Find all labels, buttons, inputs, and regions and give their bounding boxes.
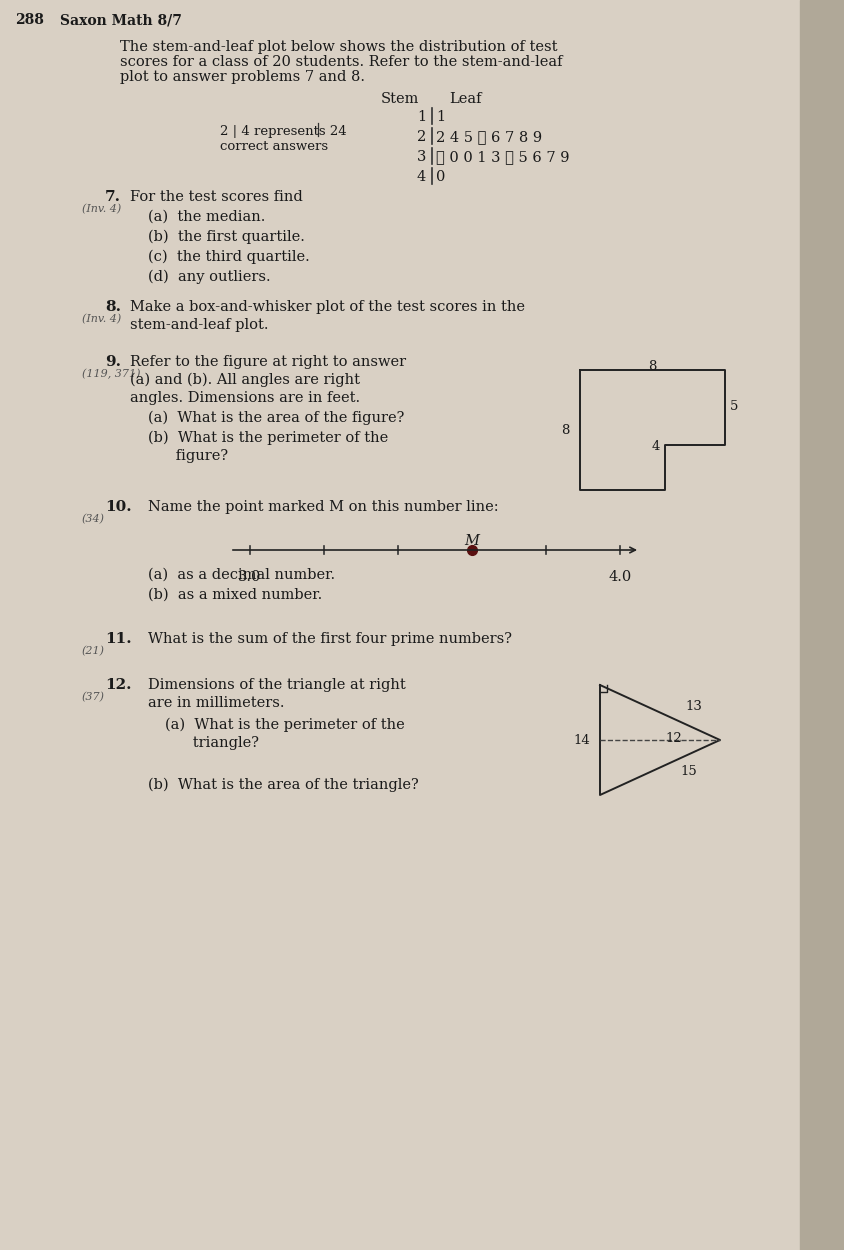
Text: (a)  as a decimal number.: (a) as a decimal number. [148,568,335,582]
Text: For the test scores find: For the test scores find [130,190,302,204]
Text: 288: 288 [15,12,44,28]
Bar [799,0,844,1250]
Text: 4: 4 [651,440,659,452]
Text: 12.: 12. [105,678,132,692]
Text: correct answers: correct answers [219,140,327,152]
Text: 7.: 7. [105,190,121,204]
Text: 3.0: 3.0 [238,570,262,584]
Text: (a)  What is the area of the figure?: (a) What is the area of the figure? [148,411,404,425]
Text: 8.: 8. [105,300,121,314]
Text: (Inv. 4): (Inv. 4) [82,314,121,324]
Text: (b)  What is the perimeter of the: (b) What is the perimeter of the [148,431,387,445]
Text: (34): (34) [82,514,105,524]
Text: M: M [464,534,479,548]
Text: Leaf: Leaf [448,92,481,106]
Text: 4: 4 [416,170,425,184]
Text: (a) and (b). All angles are right: (a) and (b). All angles are right [130,372,360,388]
Text: 2: 2 [416,130,425,144]
Text: (a)  the median.: (a) the median. [148,210,265,224]
Text: 8: 8 [647,360,656,372]
Text: 3: 3 [416,150,425,164]
Text: 11.: 11. [105,632,132,646]
Text: 9.: 9. [105,355,121,369]
Text: (119, 371): (119, 371) [82,369,140,379]
Text: (b)  What is the area of the triangle?: (b) What is the area of the triangle? [148,778,419,792]
Text: figure?: figure? [148,449,228,462]
Text: 14: 14 [572,734,589,746]
Text: Name the point marked M on this number line:: Name the point marked M on this number l… [148,500,498,514]
Text: 15: 15 [679,765,696,778]
Text: 0: 0 [436,170,445,184]
Text: (a)  What is the perimeter of the: (a) What is the perimeter of the [165,718,404,732]
Text: plot to answer problems 7 and 8.: plot to answer problems 7 and 8. [120,70,365,84]
Text: 10.: 10. [105,500,132,514]
Text: scores for a class of 20 students. Refer to the stem-and-leaf: scores for a class of 20 students. Refer… [120,55,562,69]
Text: triangle?: triangle? [165,736,259,750]
Text: 1: 1 [436,110,445,124]
Text: Dimensions of the triangle at right: Dimensions of the triangle at right [148,678,405,692]
Text: The stem-and-leaf plot below shows the distribution of test: The stem-and-leaf plot below shows the d… [120,40,557,54]
Text: 4.0: 4.0 [608,570,630,584]
Text: are in millimeters.: are in millimeters. [148,696,284,710]
Text: 2 | 4 represents 24: 2 | 4 represents 24 [219,125,346,138]
Text: (c)  the third quartile.: (c) the third quartile. [148,250,310,265]
Text: 12: 12 [664,732,681,745]
Text: (d)  any outliers.: (d) any outliers. [148,270,270,285]
Text: (21): (21) [82,646,105,656]
Text: 5: 5 [729,400,738,414]
Text: (b)  the first quartile.: (b) the first quartile. [148,230,305,245]
Text: 1: 1 [416,110,425,124]
Text: 8: 8 [561,424,570,436]
Text: Refer to the figure at right to answer: Refer to the figure at right to answer [130,355,406,369]
Text: Make a box-and-whisker plot of the test scores in the: Make a box-and-whisker plot of the test … [130,300,524,314]
Text: (b)  as a mixed number.: (b) as a mixed number. [148,588,322,602]
Text: 13: 13 [684,700,701,712]
Text: stem-and-leaf plot.: stem-and-leaf plot. [130,318,268,332]
Text: Saxon Math 8/7: Saxon Math 8/7 [60,12,181,28]
Text: (37): (37) [82,693,105,703]
Text: What is the sum of the first four prime numbers?: What is the sum of the first four prime … [148,632,511,646]
Text: 2 4 5 Ⓠ 6 7 8 9: 2 4 5 Ⓠ 6 7 8 9 [436,130,542,144]
Text: angles. Dimensions are in feet.: angles. Dimensions are in feet. [130,391,360,405]
Text: (Inv. 4): (Inv. 4) [82,204,121,214]
Text: Ⓠ 0 0 1 3 Ⓝ 5 6 7 9: Ⓠ 0 0 1 3 Ⓝ 5 6 7 9 [436,150,569,164]
Text: Stem: Stem [381,92,419,106]
